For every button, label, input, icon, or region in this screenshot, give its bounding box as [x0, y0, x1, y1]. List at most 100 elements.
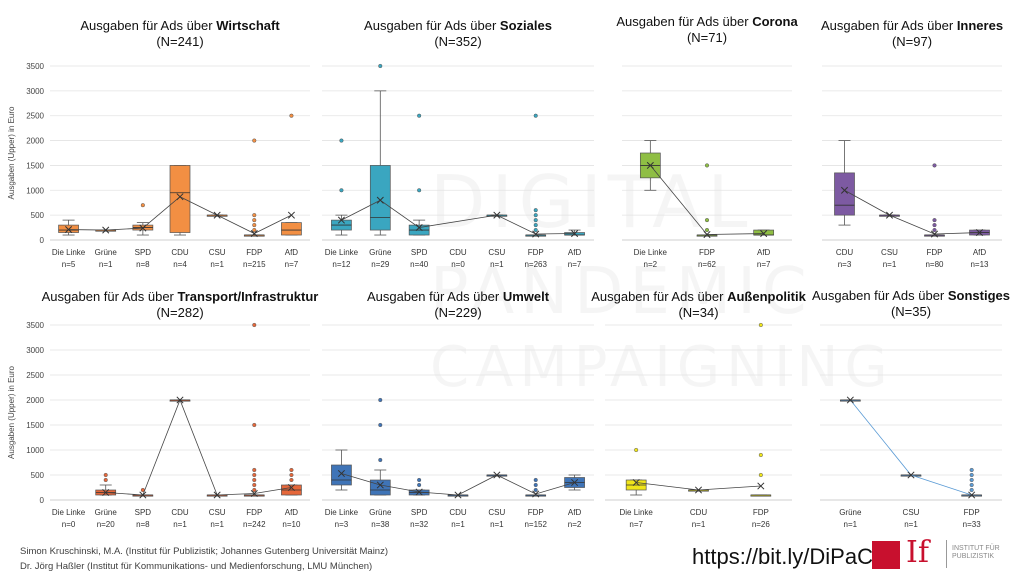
y-axis-title: Ausgaben (Upper) in Euro — [7, 365, 16, 458]
category-count: n=62 — [698, 260, 717, 269]
outlier-point — [704, 228, 710, 233]
mean-marker — [213, 491, 221, 499]
mean-marker — [176, 193, 184, 201]
category-label: Die Linke — [325, 248, 359, 257]
outlier-point — [339, 188, 344, 193]
chart-title-topic: Corona — [752, 14, 798, 29]
mean-marker — [337, 216, 345, 224]
category-label: Die Linke — [325, 508, 359, 517]
outlier-point — [252, 477, 257, 483]
footer-link[interactable]: https://bit.ly/DiPaCa — [692, 544, 886, 569]
box — [753, 229, 775, 236]
mean-marker — [632, 478, 640, 487]
category-count: n=7 — [285, 260, 299, 269]
category-count: n=215 — [243, 260, 266, 269]
y-tick-label: 3000 — [26, 346, 44, 355]
category-count: n=8 — [136, 260, 150, 269]
mean-line — [844, 189, 980, 235]
outlier-point — [533, 477, 538, 483]
chart-title: Ausgaben für Ads über Wirtschaft — [80, 18, 280, 33]
footer-author-1: Simon Kruschinski, M.A. (Institut für Pu… — [20, 546, 389, 557]
category-count: n=1 — [490, 260, 504, 269]
category-label: FDP — [246, 508, 262, 517]
category-label: AfD — [285, 508, 299, 517]
outlier-point — [417, 113, 422, 118]
category-count: n=38 — [371, 520, 390, 529]
outlier-point — [252, 138, 257, 143]
category-count: n=10 — [282, 520, 301, 529]
mean-line — [341, 199, 575, 235]
outlier-point — [417, 482, 422, 488]
mean-marker — [930, 230, 939, 238]
chart-title-prefix: Ausgaben für Ads über — [367, 289, 503, 304]
chart-title-prefix: Ausgaben für Ads über — [364, 18, 500, 33]
chart-title-topic: Inneres — [957, 18, 1003, 33]
y-tick-label: 0 — [40, 496, 45, 505]
chart-n-total: (N=34) — [678, 305, 718, 320]
box — [331, 464, 352, 486]
category-count: n=1 — [692, 520, 706, 529]
mean-marker — [975, 228, 984, 237]
ipp-logo — [872, 541, 900, 569]
outlier-point — [378, 422, 383, 428]
chart-panel-1: 0 500 1000 1500 2000 2500 3000 3500 Ausgaben (Up… — [7, 18, 310, 269]
chart-title-prefix: Ausgaben für Ads über — [821, 18, 957, 33]
mean-marker — [532, 490, 540, 498]
box — [369, 165, 391, 231]
chart-panel-4: Ausgaben für Ads über Inneres(N=97)CDUn=… — [821, 18, 1003, 269]
category-label: SPD — [135, 508, 152, 517]
y-tick-label: 1000 — [26, 186, 44, 195]
y-tick-label: 2000 — [26, 137, 44, 146]
outlier-point — [103, 472, 108, 478]
mean-marker — [250, 229, 258, 238]
chart-n-total: (N=35) — [891, 304, 931, 319]
category-count: n=13 — [970, 260, 989, 269]
mean-marker — [646, 161, 654, 169]
mean-marker — [415, 488, 423, 496]
category-label: FDP — [927, 248, 943, 257]
chart-title-prefix: Ausgaben für Ads über — [616, 14, 752, 29]
box — [169, 165, 191, 233]
mean-marker — [139, 224, 147, 232]
y-tick-label: 2000 — [26, 396, 44, 405]
outlier-point — [252, 213, 257, 218]
category-label: AfD — [568, 248, 582, 257]
chart-n-total: (N=71) — [687, 30, 727, 45]
y-tick-label: 1000 — [26, 446, 44, 455]
outlier-point — [289, 113, 294, 118]
category-count: n=242 — [243, 520, 266, 529]
institute-logo-text: INSTITUT FÜR PUBLIZISTIK — [952, 545, 1000, 560]
outlier-point — [289, 472, 294, 478]
outlier-point — [932, 228, 937, 233]
chart-panel-7: Ausgaben für Ads über Außenpolitik(N=34)… — [591, 289, 806, 529]
category-label: Grüne — [839, 508, 862, 517]
category-label: CDU — [449, 508, 467, 517]
outlier-point — [339, 138, 344, 143]
outlier-point — [252, 223, 257, 228]
chart-title-topic: Wirtschaft — [216, 18, 280, 33]
category-label: Grüne — [95, 248, 118, 257]
mean-marker — [287, 211, 295, 219]
chart-title-topic: Soziales — [500, 18, 552, 33]
outlier-point — [252, 422, 257, 428]
category-count: n=1 — [173, 520, 187, 529]
category-count: n=4 — [173, 260, 187, 269]
category-label: CSU — [881, 248, 898, 257]
outlier-point — [704, 163, 710, 168]
category-label: SPD — [135, 248, 152, 257]
category-label: FDP — [528, 248, 544, 257]
outlier-point — [289, 477, 294, 483]
y-tick-label: 2500 — [26, 112, 44, 121]
category-count: n=3 — [838, 260, 852, 269]
chart-panel-6: Ausgaben für Ads über Umwelt(N=229)Die L… — [322, 289, 594, 529]
category-label: CSU — [903, 508, 920, 517]
category-count: n=0 — [62, 520, 76, 529]
chart-title-topic: Transport/Infrastruktur — [178, 289, 319, 304]
category-label: Grüne — [369, 248, 392, 257]
outlier-point — [417, 188, 422, 193]
chart-title-topic: Sonstiges — [948, 288, 1010, 303]
category-count: n=12 — [332, 260, 351, 269]
category-count: n=1 — [210, 260, 224, 269]
mean-marker — [376, 196, 384, 204]
category-count: n=1 — [451, 520, 465, 529]
